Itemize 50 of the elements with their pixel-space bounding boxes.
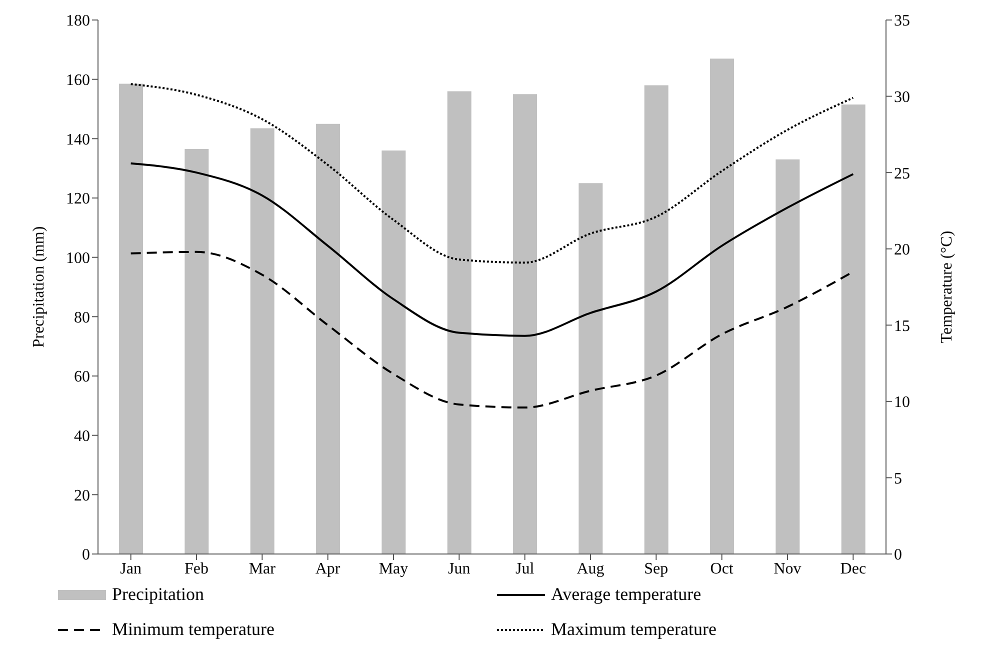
y-tick-label: 60 [74,368,90,386]
y-axis-title: Precipitation (mm) [30,226,48,348]
bar [710,58,734,554]
y2-tick-label: 10 [894,394,910,412]
y-tick-label: 80 [74,309,90,326]
y-tick-label: 100 [66,250,90,268]
bar [578,183,603,554]
y2-axis-title: Temperature (°C) [938,230,956,344]
y-tick-label: 120 [66,190,90,208]
x-tick-label: Oct [710,560,734,578]
bar [250,128,274,554]
y-tick-label: 20 [74,487,90,504]
line-series [130,83,854,264]
y-tick-label: 0 [82,546,90,564]
legend-label: Minimum temperature [112,619,274,640]
y-tick-label: 140 [66,131,90,148]
line-series [130,162,854,337]
bar [447,91,472,554]
bar [184,149,209,554]
bar [644,85,668,554]
y2-tick-label: 0 [894,546,902,564]
x-tick-label: Sep [644,560,668,578]
y-tick-label: 40 [74,428,90,446]
x-tick-label: Jun [448,560,470,578]
y-tick-label: 160 [66,72,90,90]
bar [841,104,866,554]
x-tick-label: Mar [248,560,276,578]
bar [119,84,144,554]
y2-tick-label: 35 [894,12,910,30]
legend-label: Precipitation [112,584,204,605]
x-tick-label: Apr [315,560,341,578]
y2-tick-label: 15 [894,318,910,335]
y2-tick-label: 5 [894,470,902,488]
x-tick-label: Feb [184,560,208,578]
x-tick-label: Jul [515,560,535,578]
bar [513,94,538,554]
x-tick-label: Aug [576,560,604,578]
y-tick-label: 180 [66,12,90,30]
bar [316,124,340,554]
y2-tick-label: 25 [894,165,910,182]
x-tick-label: Jan [120,560,142,578]
bar [382,150,406,554]
y2-tick-label: 30 [894,88,910,106]
x-tick-label: Nov [774,560,802,578]
x-tick-label: May [378,560,408,578]
x-tick-label: Dec [840,560,866,578]
legend-label: Maximum temperature [551,619,716,640]
y2-tick-label: 20 [894,242,910,259]
legend-label: Average temperature [551,584,702,605]
bar [776,159,800,554]
